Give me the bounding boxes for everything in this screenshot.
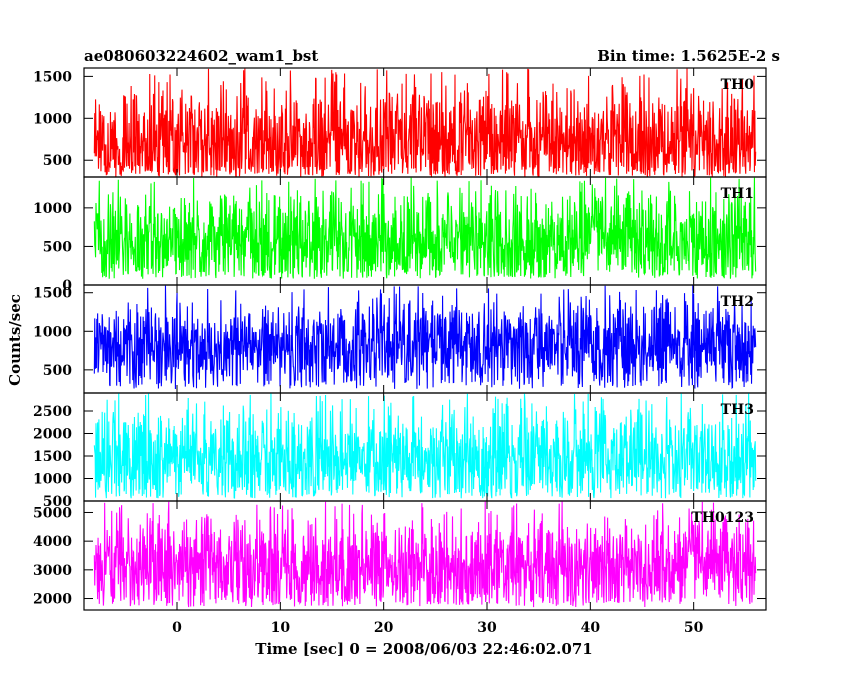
x-tick-label: 10 bbox=[271, 620, 291, 636]
y-tick-label: 1500 bbox=[33, 286, 72, 302]
panel-label: TH3 bbox=[721, 402, 754, 418]
series-th1-line bbox=[93, 177, 757, 279]
y-tick-label: 2500 bbox=[33, 404, 72, 420]
x-tick-label: 40 bbox=[581, 620, 601, 636]
y-tick-label: 2000 bbox=[33, 427, 72, 443]
y-tick-label: 1000 bbox=[33, 111, 72, 127]
x-tick-label: 30 bbox=[477, 620, 497, 636]
panel-th1: 0 500 1000 TH1 bbox=[33, 176, 767, 294]
y-tick-label: 2000 bbox=[33, 592, 72, 608]
y-tick-label: 1500 bbox=[33, 69, 72, 85]
series-th2-line bbox=[93, 285, 757, 390]
panel-th3: 500 1000 1500 2000 2500 TH3 bbox=[33, 392, 767, 510]
series-th0-line bbox=[93, 68, 757, 177]
panel-label: TH2 bbox=[721, 294, 754, 310]
panel-th0123: 2000 3000 4000 5000 TH0123 bbox=[33, 500, 767, 611]
x-tick-label: 50 bbox=[684, 620, 704, 636]
y-tick-label: 1000 bbox=[33, 324, 72, 340]
y-tick-label: 5000 bbox=[33, 505, 72, 521]
panel-frame bbox=[83, 500, 767, 611]
panel-label: TH0 bbox=[721, 77, 755, 93]
y-tick-label: 1000 bbox=[33, 472, 72, 488]
panel-label: TH1 bbox=[721, 186, 754, 202]
y-tick-label: 3000 bbox=[33, 563, 72, 579]
chart-subtitle: Bin time: 1.5625E-2 s bbox=[597, 47, 780, 65]
y-tick-label: 500 bbox=[43, 494, 72, 510]
chart-title: ae080603224602_wam1_bst bbox=[84, 47, 318, 65]
x-axis: 0 10 20 30 40 50 bbox=[172, 620, 704, 636]
y-tick-label: 0 bbox=[62, 278, 72, 294]
panel-th2: 500 1000 1500 TH2 bbox=[33, 284, 767, 394]
y-tick-label: 500 bbox=[43, 153, 72, 169]
y-tick-label: 500 bbox=[43, 239, 72, 255]
y-tick-label: 1500 bbox=[33, 449, 72, 465]
series-th3-line bbox=[93, 393, 757, 499]
y-tick-label: 1000 bbox=[33, 201, 72, 217]
y-tick-label: 4000 bbox=[33, 534, 72, 550]
x-tick-label: 0 bbox=[172, 620, 182, 636]
y-tick-label: 500 bbox=[43, 363, 72, 379]
series-th0123-line bbox=[93, 501, 757, 608]
y-axis-label: Counts/sec bbox=[6, 294, 24, 386]
x-tick-label: 20 bbox=[374, 620, 394, 636]
panel-th0: 500 1000 1500 TH0 bbox=[33, 67, 767, 178]
panel-label: TH0123 bbox=[691, 510, 754, 526]
x-axis-label: Time [sec] 0 = 2008/06/03 22:46:02.071 bbox=[255, 640, 592, 658]
